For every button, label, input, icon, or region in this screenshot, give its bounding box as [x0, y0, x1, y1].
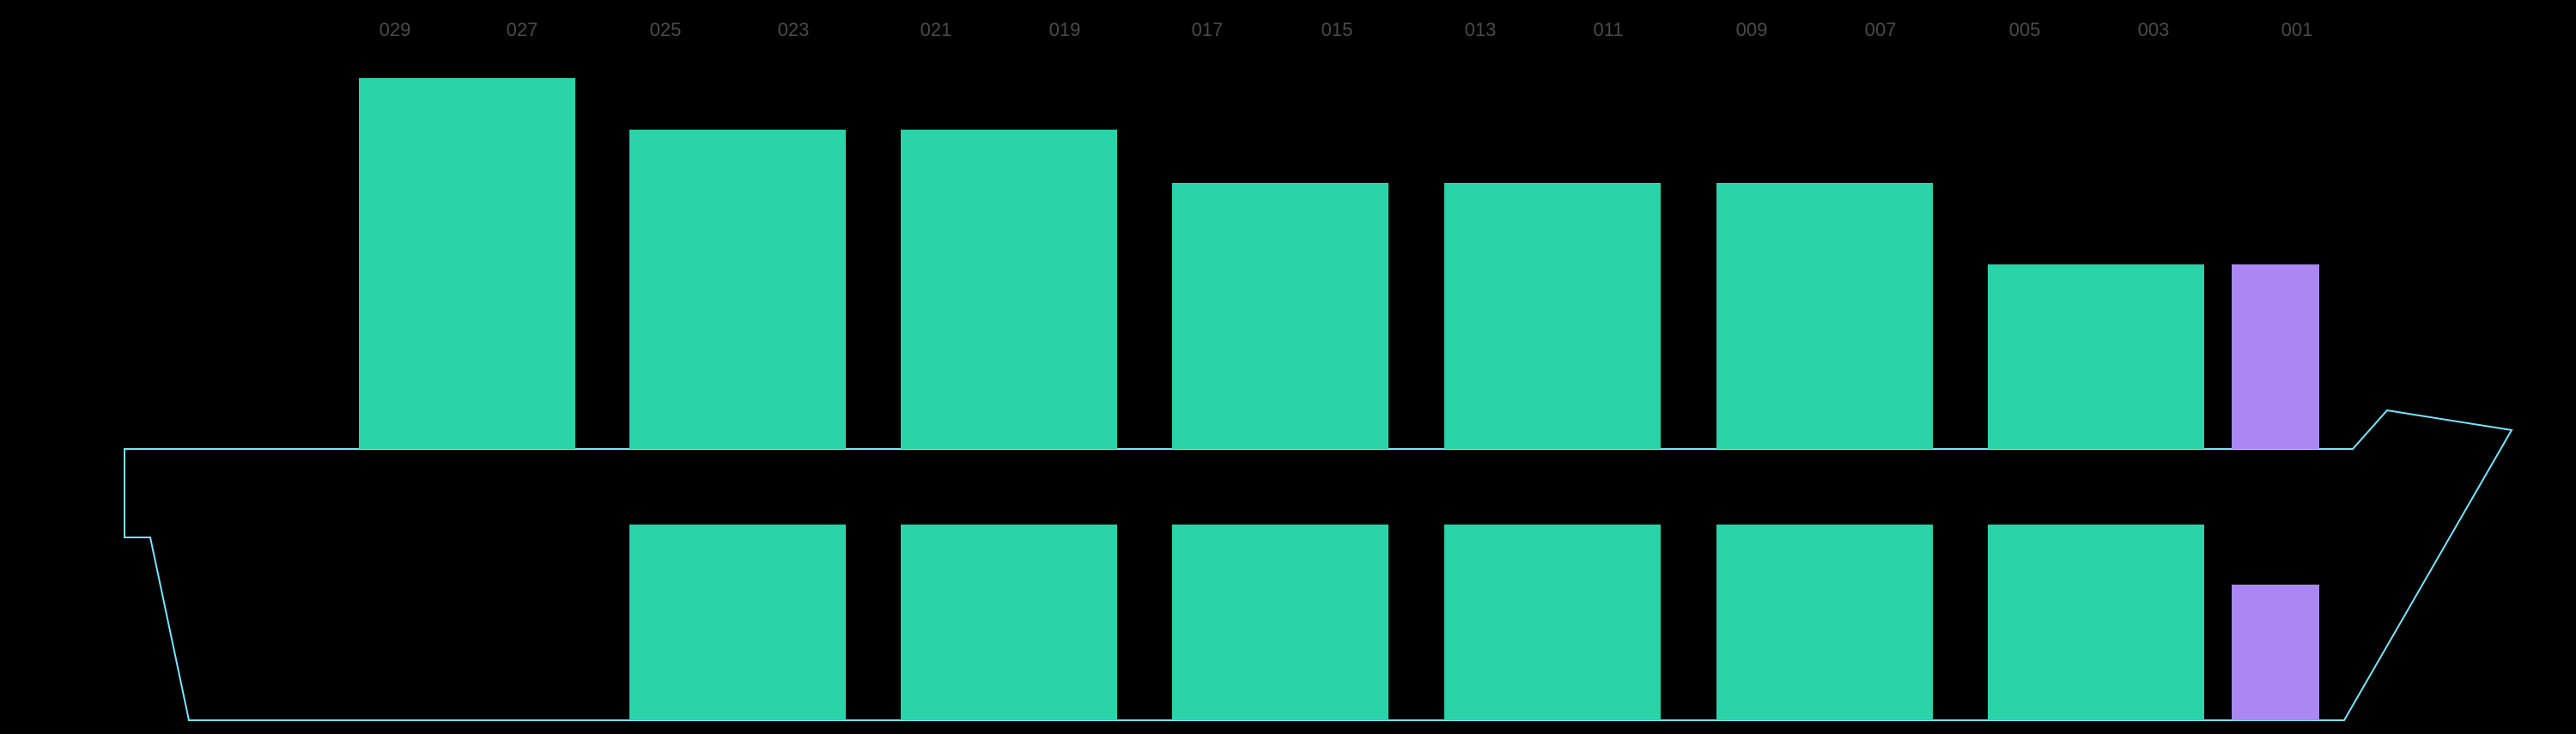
container-stack-top — [901, 130, 1117, 449]
container-stack-hold — [901, 525, 1117, 720]
container-stack-top — [2232, 264, 2319, 449]
bay-label: 017 — [1192, 19, 1224, 41]
bay-label: 025 — [650, 19, 682, 41]
ship-bay-diagram: 029 027 025 023 021 019 017 015 013 011 009 007 005 0… — [0, 0, 2576, 734]
container-stack-top — [629, 130, 846, 449]
container-stack-hold — [1444, 525, 1661, 720]
bay-label: 021 — [920, 19, 952, 41]
container-stack-top — [1716, 183, 1933, 449]
bay-label: 007 — [1865, 19, 1897, 41]
container-stack-hold — [2232, 585, 2319, 720]
container-stack-hold — [1172, 525, 1388, 720]
bay-label: 023 — [778, 19, 810, 41]
container-stack-hold — [1988, 525, 2204, 720]
bay-label: 029 — [380, 19, 411, 41]
bay-label: 027 — [507, 19, 538, 41]
bay-label: 003 — [2138, 19, 2170, 41]
container-stack-top — [1444, 183, 1661, 449]
bay-label: 005 — [2009, 19, 2041, 41]
bay-label: 019 — [1049, 19, 1081, 41]
bay-label: 013 — [1465, 19, 1497, 41]
bay-label: 001 — [2281, 19, 2313, 41]
container-stack-top — [1172, 183, 1388, 449]
bay-label: 015 — [1321, 19, 1353, 41]
container-stack-top — [359, 78, 575, 449]
container-stack-hold — [629, 525, 846, 720]
container-stack-top — [1988, 264, 2204, 449]
bay-label: 011 — [1593, 19, 1623, 41]
container-stack-hold — [1716, 525, 1933, 720]
bay-label: 009 — [1736, 19, 1768, 41]
